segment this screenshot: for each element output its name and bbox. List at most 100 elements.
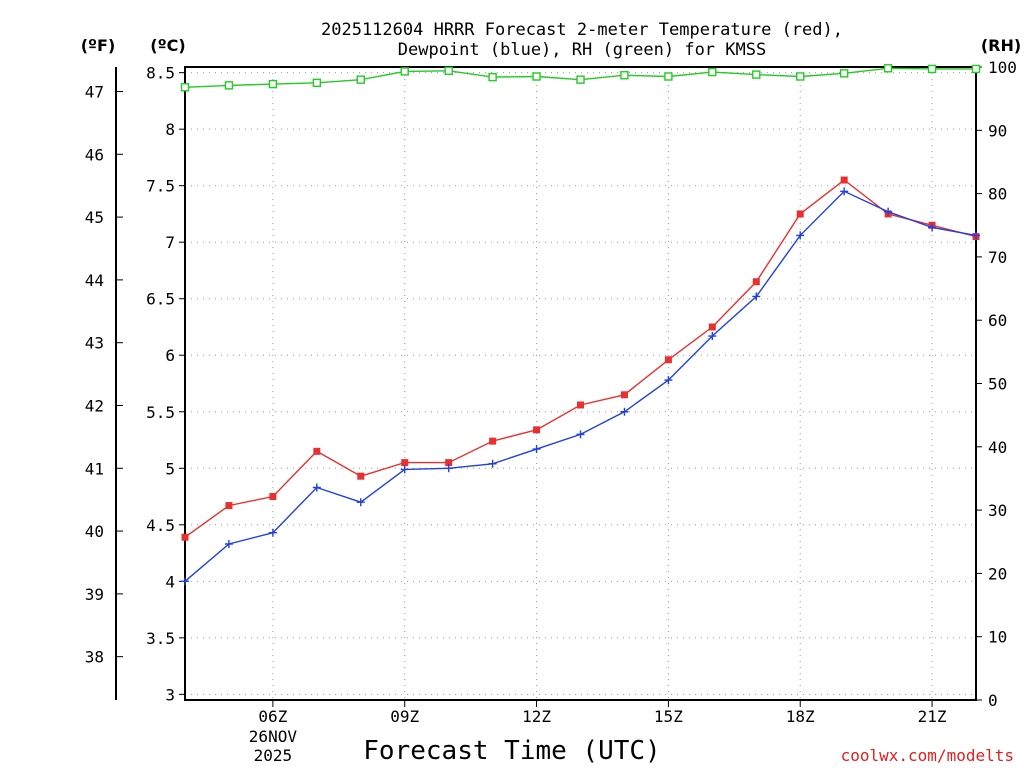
x-axis-label: Forecast Time (UTC)	[363, 736, 660, 766]
2-meter-temperature-point	[796, 210, 804, 218]
celsius-tick-label: 7.5	[146, 177, 175, 196]
celsius-tick-label: 7	[165, 233, 175, 252]
dewpoint-point	[532, 445, 541, 454]
rh-point	[444, 66, 453, 75]
2-meter-temperature-point	[620, 391, 628, 399]
fahrenheit-tick-label: 40	[85, 522, 104, 541]
rh-tick-label: 100	[988, 58, 1017, 77]
dewpoint-point	[488, 459, 497, 468]
dewpoint-point	[268, 528, 277, 537]
dewpoint-point	[752, 292, 761, 301]
2-meter-temperature-point	[401, 459, 409, 467]
axes	[115, 66, 982, 707]
grid-lines	[185, 67, 976, 700]
dewpoint-point	[840, 187, 849, 196]
fahrenheit-tick-label: 45	[85, 208, 104, 227]
rh-point	[839, 69, 849, 78]
rh-tick-label: 80	[988, 185, 1007, 204]
x-tick-label: 18Z	[786, 707, 815, 726]
celsius-tick-label: 5	[165, 459, 175, 478]
2-meter-temperature-point	[840, 176, 848, 184]
x-tick-date-year: 2025	[254, 746, 293, 765]
rh-point	[532, 72, 541, 81]
rh-tick-label: 70	[988, 248, 1007, 267]
rh-point	[180, 83, 190, 92]
fahrenheit-tick-label: 44	[85, 271, 104, 290]
rh-point	[927, 64, 937, 74]
rh-tick-label: 10	[988, 628, 1007, 647]
plot-area	[185, 67, 976, 700]
chart-title-line-1: 2025112604 HRRR Forecast 2-meter Tempera…	[321, 20, 843, 40]
x-tick-label: 15Z	[654, 707, 683, 726]
rh-point	[356, 75, 365, 84]
dewpoint-point	[576, 430, 585, 439]
dewpoint-point	[356, 498, 365, 507]
2-meter-temperature-point	[269, 493, 277, 501]
2-meter-temperature-point	[181, 533, 189, 541]
dewpoint-point	[972, 231, 980, 240]
2-meter-temperature-point	[708, 323, 716, 331]
rh-tick-label: 90	[988, 121, 1007, 140]
rh-tick-label: 60	[988, 311, 1007, 330]
celsius-tick-label: 6.5	[146, 290, 175, 309]
rh-point	[971, 64, 981, 74]
rh-point	[708, 67, 717, 77]
dewpoint-point	[664, 376, 673, 385]
x-tick-label: 06Z	[258, 707, 287, 726]
rh-point	[488, 72, 497, 82]
rh-point	[400, 67, 409, 76]
rh-point	[664, 72, 673, 81]
rh-tick-label: 30	[988, 501, 1007, 520]
2-meter-temperature-point	[577, 401, 584, 409]
fahrenheit-tick-label: 39	[85, 585, 104, 604]
dewpoint-point	[928, 223, 937, 232]
2-meter-temperature-point	[664, 356, 672, 364]
x-tick-date-day: 26NOV	[249, 727, 298, 746]
dewpoint-point	[708, 332, 717, 341]
rh-point	[224, 81, 234, 90]
dewpoint-point	[312, 483, 321, 492]
rh-point	[883, 64, 893, 73]
dewpoint-point	[884, 207, 893, 216]
chart-title-line-2: Dewpoint (blue), RH (green) for KMSS	[398, 40, 766, 60]
rh-unit-label: (RH)	[981, 36, 1021, 55]
dewpoint-point	[224, 540, 233, 549]
2-meter-temperature-point	[225, 502, 233, 510]
celsius-unit-label: (ºC)	[150, 36, 185, 55]
plot-frame	[184, 66, 977, 701]
2-meter-temperature-point	[533, 426, 541, 434]
rh-tick-label: 40	[988, 438, 1007, 457]
2-meter-temperature-point	[313, 447, 321, 455]
rh-point	[576, 75, 585, 84]
celsius-tick-label: 6	[165, 346, 175, 365]
celsius-tick-label: 4	[165, 572, 175, 591]
celsius-tick-label: 3.5	[146, 629, 175, 648]
rh-tick-label: 0	[988, 691, 998, 710]
dewpoint-point	[796, 231, 805, 240]
celsius-tick-label: 8	[165, 120, 175, 139]
fahrenheit-unit-label: (ºF)	[81, 36, 116, 55]
x-tick-label: 21Z	[918, 707, 947, 726]
dewpoint-point	[400, 465, 409, 474]
rh-tick-label: 50	[988, 375, 1007, 394]
rh-point	[312, 78, 322, 88]
dewpoint-point	[620, 407, 629, 416]
2-meter-temperature-point	[752, 278, 760, 286]
fahrenheit-tick-label: 38	[85, 648, 104, 667]
2-meter-temperature-point	[357, 472, 365, 480]
site-credit: coolwx.com/modelts	[841, 746, 1014, 765]
dewpoint-point	[444, 464, 453, 473]
rh-point	[752, 70, 761, 79]
dewpoint-point	[181, 577, 189, 586]
celsius-tick-label: 8.5	[146, 64, 175, 83]
rh-tick-label: 20	[988, 564, 1007, 583]
fahrenheit-tick-label: 47	[85, 82, 104, 101]
x-tick-label: 12Z	[522, 707, 551, 726]
fahrenheit-tick-label: 42	[85, 396, 104, 415]
x-tick-label: 09Z	[390, 707, 419, 726]
celsius-tick-label: 4.5	[146, 516, 175, 535]
rh-point	[268, 79, 278, 89]
rh-point	[620, 71, 629, 80]
